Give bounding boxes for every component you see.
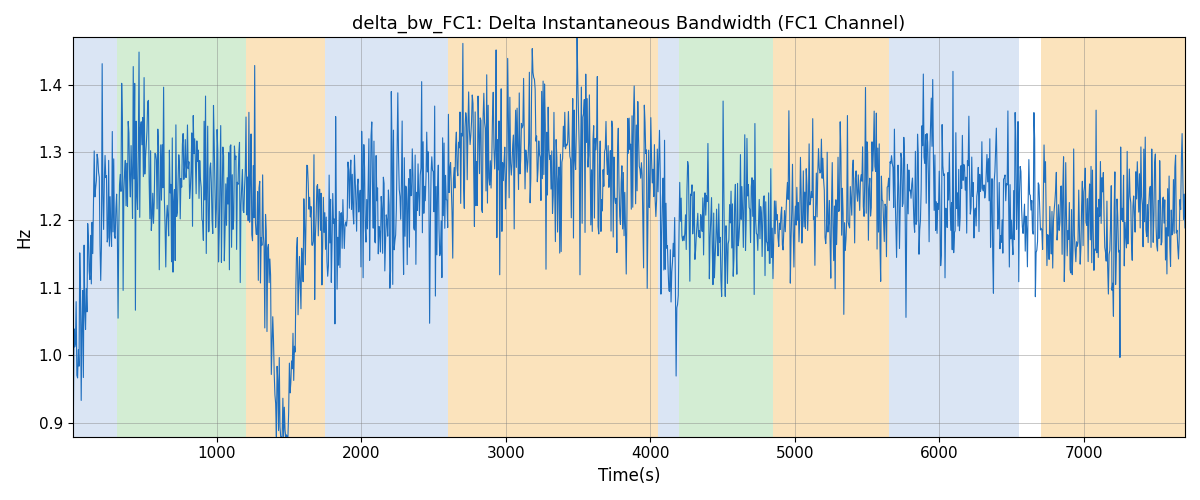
Bar [658,38,679,436]
Bar [889,38,1019,436]
Bar [773,38,889,436]
Title: delta_bw_FC1: Delta Instantaneous Bandwidth (FC1 Channel): delta_bw_FC1: Delta Instantaneous Bandwi… [352,15,905,34]
Bar [448,38,658,436]
Bar [679,38,773,436]
Bar [72,38,118,436]
Bar [118,38,246,436]
Bar [246,38,325,436]
Bar [325,38,448,436]
X-axis label: Time(s): Time(s) [598,467,660,485]
Y-axis label: Hz: Hz [14,226,32,248]
Bar [1040,38,1186,436]
